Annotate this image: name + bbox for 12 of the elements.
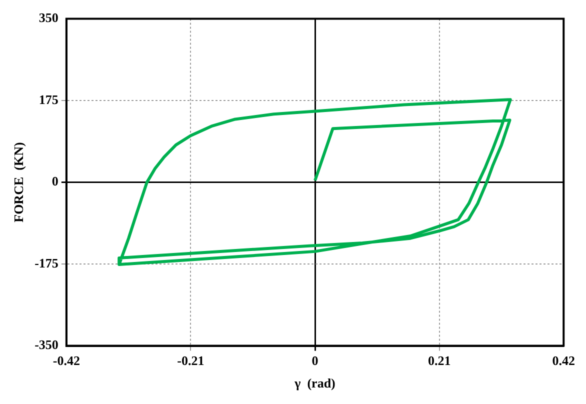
x-tick-label: 0 xyxy=(312,352,318,368)
y-tick-label: -350 xyxy=(34,337,58,352)
x-tick-label: 0.21 xyxy=(428,352,451,368)
y-tick-label: 175 xyxy=(38,92,59,107)
x-axis-title: γ (rad) xyxy=(294,376,336,391)
y-tick-label: -175 xyxy=(34,255,59,270)
y-tick-label: 350 xyxy=(38,10,58,26)
y-axis-title: FORCE (KN) xyxy=(11,142,26,222)
x-tick-label: 0.42 xyxy=(552,352,575,368)
x-tick-label: -0.42 xyxy=(52,352,80,368)
x-tick-label: -0.21 xyxy=(177,352,204,368)
y-tick-label: 0 xyxy=(52,174,58,189)
